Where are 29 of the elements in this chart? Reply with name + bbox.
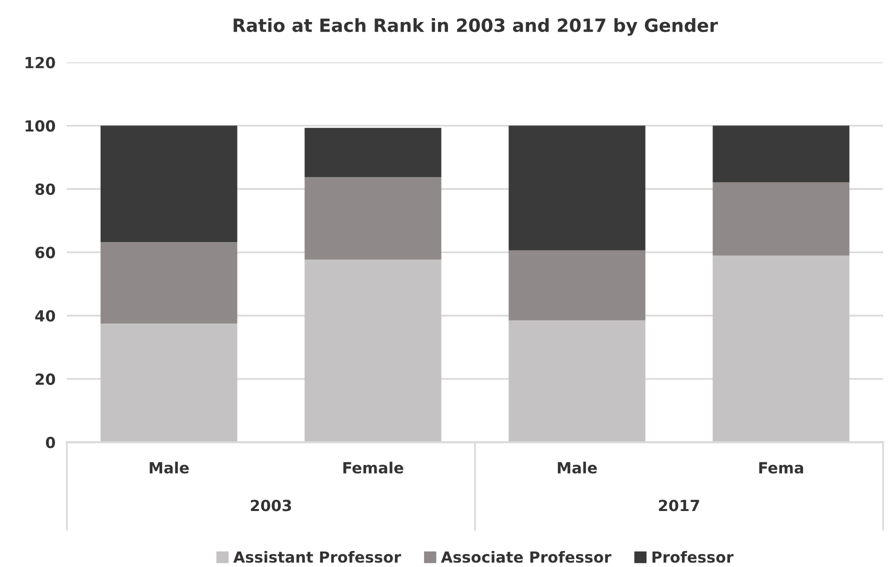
x-tick-label: Female xyxy=(343,462,404,474)
bar xyxy=(100,126,238,242)
y-tick-label: 0 xyxy=(46,436,56,448)
bar xyxy=(712,255,850,442)
y-tick-label: 80 xyxy=(35,183,56,196)
y-tick-label: 60 xyxy=(35,246,56,258)
legend-label: Professor xyxy=(652,550,734,563)
bar xyxy=(304,260,442,442)
bar xyxy=(100,242,238,324)
x-tick-label: Fema xyxy=(759,462,804,474)
text: 2003 xyxy=(250,500,291,512)
legend-label: Associate Professor xyxy=(440,550,612,563)
bar xyxy=(100,324,238,442)
y-tick-label: 40 xyxy=(35,310,56,322)
bar xyxy=(712,182,850,256)
text: 2017 xyxy=(658,500,700,512)
y-tick-label: 100 xyxy=(26,120,56,132)
bar xyxy=(508,320,646,442)
x-tick-label: Male xyxy=(150,462,189,474)
x-tick-label: Male xyxy=(558,462,597,474)
bar xyxy=(508,126,646,250)
bar xyxy=(508,250,646,320)
legend-label: Assistant Professor xyxy=(233,550,402,563)
bar xyxy=(304,177,442,260)
y-tick-label: 20 xyxy=(36,373,56,385)
bar xyxy=(712,126,850,182)
y-tick-label: 120 xyxy=(26,56,56,68)
chart-title: Ratio at Each Rank in 2003 and 2017 by Gender xyxy=(234,18,718,36)
bar xyxy=(304,128,442,178)
